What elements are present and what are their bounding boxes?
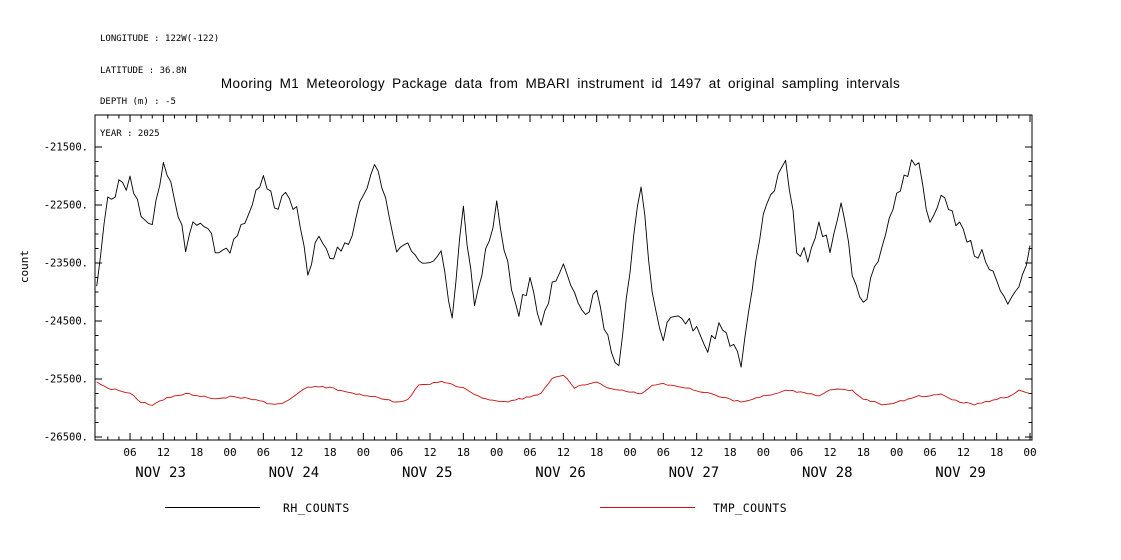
- x-day-label: NOV 25: [402, 465, 453, 481]
- x-tick-label: 18: [457, 446, 470, 459]
- series-line-tmp_counts: [96, 374, 1031, 406]
- x-tick-label: 06: [523, 446, 536, 459]
- chart-title: Mooring M1 Meteorology Package data from…: [220, 76, 901, 91]
- legend: RH_COUNTS TMP_COUNTS: [0, 496, 1121, 520]
- x-tick-label: 12: [290, 446, 303, 459]
- x-tick-label: 18: [990, 446, 1003, 459]
- x-tick-label: 12: [423, 446, 436, 459]
- x-day-label: NOV 27: [669, 465, 720, 481]
- metadata-block: LONGITUDE : 122W(-122) LATITUDE : 36.8N …: [100, 13, 219, 160]
- x-tick-label: 00: [223, 446, 236, 459]
- x-tick-label: 00: [890, 446, 903, 459]
- x-tick-label: 06: [790, 446, 803, 459]
- x-tick-label: 18: [723, 446, 736, 459]
- y-tick-label: -25500.: [44, 374, 88, 386]
- x-tick-label: 00: [623, 446, 636, 459]
- x-tick-label: 18: [590, 446, 603, 459]
- plot-area: -21500. -22500. -23500. -24500. -25500. -2650…: [44, 114, 1037, 481]
- y-tick-label: -23500.: [44, 258, 88, 270]
- x-tick-label: 12: [690, 446, 703, 459]
- x-tick-label: 06: [123, 446, 136, 459]
- metadata-longitude: LONGITUDE : 122W(-122): [100, 34, 220, 44]
- x-tick-label: 18: [190, 446, 203, 459]
- x-tick-label: 18: [857, 446, 870, 459]
- x-tick-label: 00: [357, 446, 370, 459]
- x-tick-label: 12: [823, 446, 836, 459]
- x-tick-label: 06: [923, 446, 936, 459]
- x-tick-label: 00: [757, 446, 770, 459]
- legend-label-rh-counts: RH_COUNTS: [283, 501, 350, 515]
- legend-line-tmp-counts: [600, 507, 695, 508]
- x-tick-label: 06: [390, 446, 403, 459]
- x-day-label: NOV 23: [135, 465, 186, 481]
- x-day-label: NOV 29: [935, 465, 986, 481]
- metadata-depth: DEPTH (m) : -5: [100, 97, 176, 107]
- x-tick-label: 12: [557, 446, 570, 459]
- x-day-label: NOV 24: [269, 465, 320, 481]
- x-tick-label: 12: [957, 446, 970, 459]
- x-day-label: NOV 28: [802, 465, 853, 481]
- legend-label-tmp-counts: TMP_COUNTS: [713, 501, 788, 515]
- x-tick-label: 00: [1023, 446, 1036, 459]
- y-tick-label: -26500.: [44, 432, 88, 444]
- y-tick-label: -24500.: [44, 316, 88, 328]
- x-tick-label: 06: [257, 446, 270, 459]
- x-tick-label: 06: [657, 446, 670, 459]
- y-tick-label: -22500.: [44, 200, 88, 212]
- legend-line-rh-counts: [165, 507, 260, 508]
- x-tick-label: 18: [323, 446, 336, 459]
- metadata-latitude: LATITUDE : 36.8N: [100, 65, 187, 76]
- x-tick-label: 12: [157, 446, 170, 459]
- x-tick-label: 00: [490, 446, 503, 459]
- x-day-label: NOV 26: [535, 465, 586, 481]
- y-tick-label: -21500.: [44, 142, 88, 154]
- metadata-year: YEAR : 2025: [100, 128, 160, 139]
- series-line-rh_counts: [96, 159, 1031, 368]
